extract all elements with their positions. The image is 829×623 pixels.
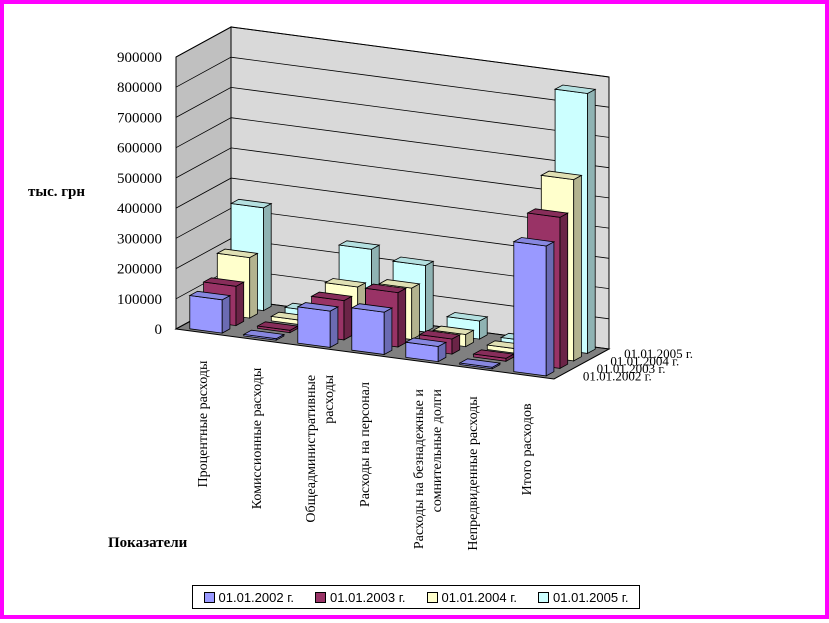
bar (404, 337, 448, 363)
bar-top (418, 330, 461, 340)
bar (188, 290, 232, 334)
legend-label: 01.01.2004 г. (441, 589, 517, 605)
bar-top (512, 237, 556, 247)
bar-top (378, 279, 421, 289)
y-tick-label: 600000 (117, 141, 162, 157)
bar-side (573, 174, 582, 362)
legend-swatch (203, 591, 215, 603)
legend-swatch (538, 591, 550, 603)
bar-side (559, 212, 569, 370)
bar-top (432, 325, 475, 335)
bar-top (296, 302, 340, 312)
bar-top (242, 329, 286, 340)
bar-side (545, 241, 555, 377)
x-axis-title: Показатели (108, 535, 188, 551)
depth-axis-label: 01.01.2002 г. (583, 368, 652, 383)
y-tick-label: 900000 (117, 50, 162, 66)
bar-top (391, 256, 435, 266)
bar-side (329, 306, 339, 349)
bar-top (202, 277, 245, 287)
depth-axis-label: 01.01.2005 г. (624, 346, 693, 361)
legend-item: 01.01.2002 г. (203, 589, 294, 605)
depth-axis-label: 01.01.2004 г. (610, 353, 679, 368)
gridline (175, 147, 610, 199)
category-label: Итого расходов (520, 403, 535, 495)
bar-top (337, 240, 381, 250)
bar-top (229, 198, 273, 209)
bar-front (351, 307, 385, 355)
bar-top (540, 170, 583, 181)
y-tick-label: 300000 (117, 231, 162, 247)
chart-labels: 0 100000 200000 300000 400000 500000 600000 700… (117, 50, 693, 551)
gridline (175, 86, 610, 138)
y-tick-label: 400000 (117, 201, 162, 217)
gridline (175, 26, 610, 78)
bar-front (189, 295, 223, 334)
bar-side (249, 252, 258, 319)
legend-swatch (315, 591, 327, 603)
bar-front (297, 306, 331, 348)
legend-item: 01.01.2003 г. (315, 590, 405, 605)
bar-side (425, 260, 434, 333)
gridline (175, 117, 610, 169)
category-label: Процентные расходы (196, 360, 211, 487)
y-tick-label: 700000 (117, 110, 162, 126)
legend-label: 01.01.2003 г. (330, 589, 406, 605)
gridline (175, 177, 610, 229)
y-tick-label: 100000 (117, 292, 162, 308)
bar-side (235, 281, 245, 327)
bar-top (526, 208, 569, 218)
bar-top (188, 290, 232, 301)
bar-top (310, 291, 353, 302)
bar-front (513, 241, 547, 377)
category-label: Непредвиденные расходы (466, 396, 481, 551)
bar (512, 237, 556, 377)
bar (296, 302, 340, 349)
bar-top (216, 248, 259, 259)
category-label: расходы (322, 374, 337, 423)
category-label: Комиссионные расходы (250, 367, 265, 509)
bar-top (445, 312, 489, 322)
bar (256, 321, 299, 334)
bar-side (383, 307, 393, 356)
bar (350, 303, 394, 356)
bar-top (458, 358, 502, 368)
legend: 01.01.2002 г. 01.01.2003 г. 01.01.2004 г. 0… (192, 585, 640, 609)
bar-side (397, 287, 407, 348)
category-label: сомнительные долги (430, 389, 445, 513)
gridline (175, 56, 610, 108)
depth-axis-label: 01.01.2003 г. (597, 361, 666, 376)
legend-swatch (426, 591, 438, 603)
bar-side (587, 88, 596, 355)
chart-area: 0 100000 200000 300000 400000 500000 600000 700… (28, 26, 693, 551)
category-label: Расходы на персонал (358, 382, 373, 507)
bar-top (324, 278, 367, 288)
bar (458, 358, 502, 370)
legend-item: 01.01.2004 г. (426, 589, 517, 605)
y-tick-label: 200000 (117, 262, 162, 278)
legend-label: 01.01.2005 г. (553, 589, 629, 605)
y-tick-label: 0 (155, 322, 163, 338)
y-tick-label: 800000 (117, 80, 162, 96)
bar-top (553, 84, 597, 94)
y-axis-title: тыс. грн (28, 184, 85, 200)
legend-item: 01.01.2005 г. (538, 590, 628, 605)
category-label: Общеадминистративные (304, 375, 319, 523)
y-tick-label: 500000 (117, 171, 162, 187)
bar-side (411, 283, 420, 341)
bar (242, 329, 286, 341)
bar-top (350, 303, 394, 313)
bar-top (404, 337, 448, 347)
legend-label: 01.01.2002 г. (218, 589, 294, 605)
bar-top (364, 283, 407, 294)
chart-bars (188, 84, 597, 377)
bar-side (221, 294, 231, 334)
bar-side (343, 295, 353, 341)
bar-side (263, 202, 272, 312)
category-label: Расходы на безнадежные и (412, 389, 427, 550)
